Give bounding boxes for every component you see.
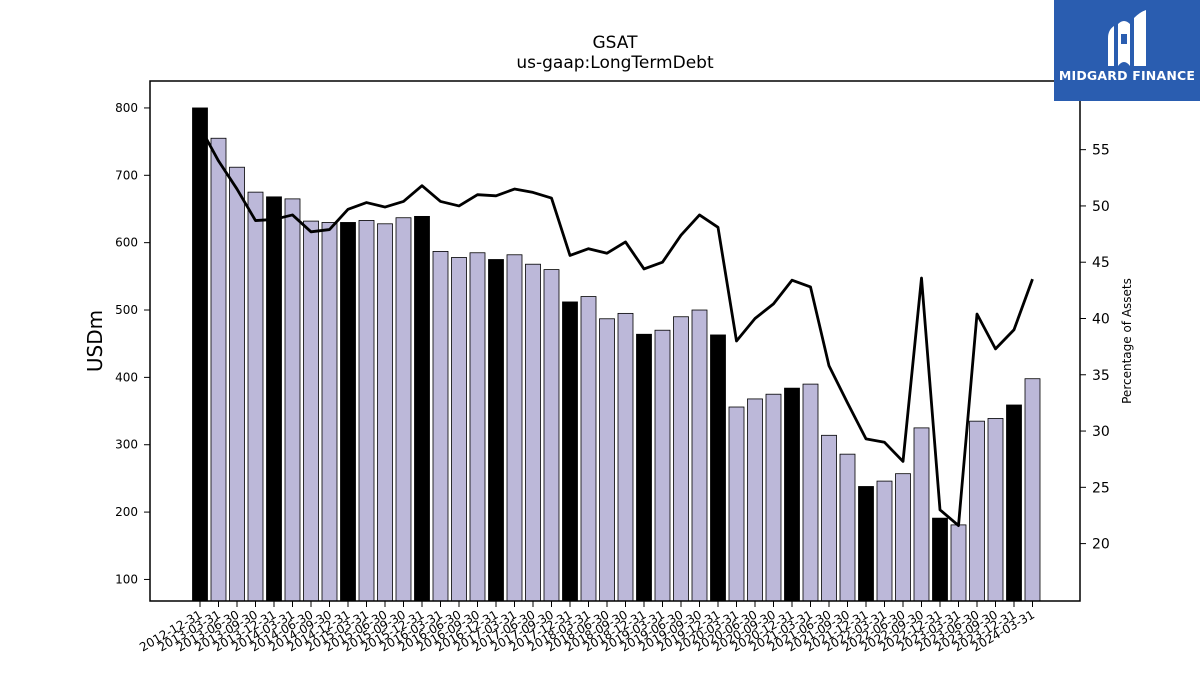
bar [636, 333, 652, 602]
y-tick-label: 100 [115, 572, 138, 586]
x-axis: 2012-12-312013-03-312013-06-302013-09-30… [137, 601, 1037, 654]
logo-text: MIDGARD FINANCE [1058, 68, 1196, 83]
y-tick-label: 600 [115, 236, 138, 250]
bar [599, 318, 615, 602]
y-tick-label: 700 [115, 168, 138, 182]
bar [469, 252, 486, 602]
bar [987, 418, 1004, 602]
line-layer [198, 126, 1034, 527]
bar [821, 434, 837, 602]
bar [580, 296, 597, 602]
bar [969, 420, 985, 602]
bar [562, 301, 578, 602]
y2-tick-label: 30 [1092, 424, 1110, 440]
bar [1024, 378, 1041, 602]
y2-tick-label: 45 [1092, 255, 1110, 271]
bar [395, 217, 412, 602]
bar [358, 220, 375, 602]
y-tick-label: 200 [115, 505, 138, 519]
bar [747, 398, 763, 602]
left-axis: 100 200 300 400 500 600 700 800 [115, 101, 150, 586]
bar [728, 406, 745, 602]
y2-tick-label: 50 [1092, 199, 1110, 215]
bar [876, 480, 893, 602]
y2-tick-label: 40 [1092, 311, 1110, 327]
bar [932, 517, 948, 602]
y-tick-label: 300 [115, 438, 138, 452]
bar [284, 198, 301, 602]
bar [913, 427, 930, 602]
bar [432, 251, 449, 602]
bar [266, 196, 282, 602]
bar [247, 191, 264, 602]
y-axis-label: USDm [83, 310, 107, 372]
bar [340, 222, 356, 602]
bar [414, 215, 430, 602]
bar [895, 473, 911, 602]
y-tick-label: 800 [115, 101, 138, 115]
series-line [198, 126, 1034, 527]
bar [673, 316, 689, 602]
bar [192, 107, 208, 602]
bar [950, 524, 967, 602]
bar [321, 222, 338, 602]
y2-tick-label: 35 [1092, 368, 1110, 384]
bar [488, 259, 504, 602]
y2-axis-label: Percentage of Assets [1120, 278, 1134, 404]
bar [765, 393, 782, 602]
bar [784, 387, 800, 602]
bar [303, 220, 319, 602]
bar [839, 453, 856, 602]
logo-mark-icon [1108, 10, 1146, 66]
y2-tick-label: 20 [1092, 537, 1110, 553]
right-axis: 20 25 30 35 40 45 50 55 [1080, 143, 1110, 553]
bar [377, 223, 393, 602]
brand-logo: MIDGARD FINANCE [1054, 0, 1200, 101]
chart-subtitle: us-gaap:LongTermDebt [516, 53, 714, 73]
bar [1006, 404, 1022, 602]
bar [617, 312, 634, 602]
bar [525, 263, 541, 602]
plot-frame [149, 80, 1081, 602]
chart-title: GSAT [593, 33, 639, 53]
bar [229, 166, 245, 602]
y-tick-label: 500 [115, 303, 138, 317]
bar [543, 269, 560, 602]
bar [210, 137, 227, 602]
y-tick-label: 400 [115, 370, 138, 384]
y2-tick-label: 55 [1092, 143, 1110, 159]
bar [691, 309, 708, 602]
bar [858, 486, 874, 602]
bar [802, 383, 819, 602]
bar [506, 254, 523, 602]
bar [451, 257, 467, 602]
y2-tick-label: 25 [1092, 480, 1110, 496]
bar [710, 334, 726, 602]
bar [654, 329, 671, 602]
